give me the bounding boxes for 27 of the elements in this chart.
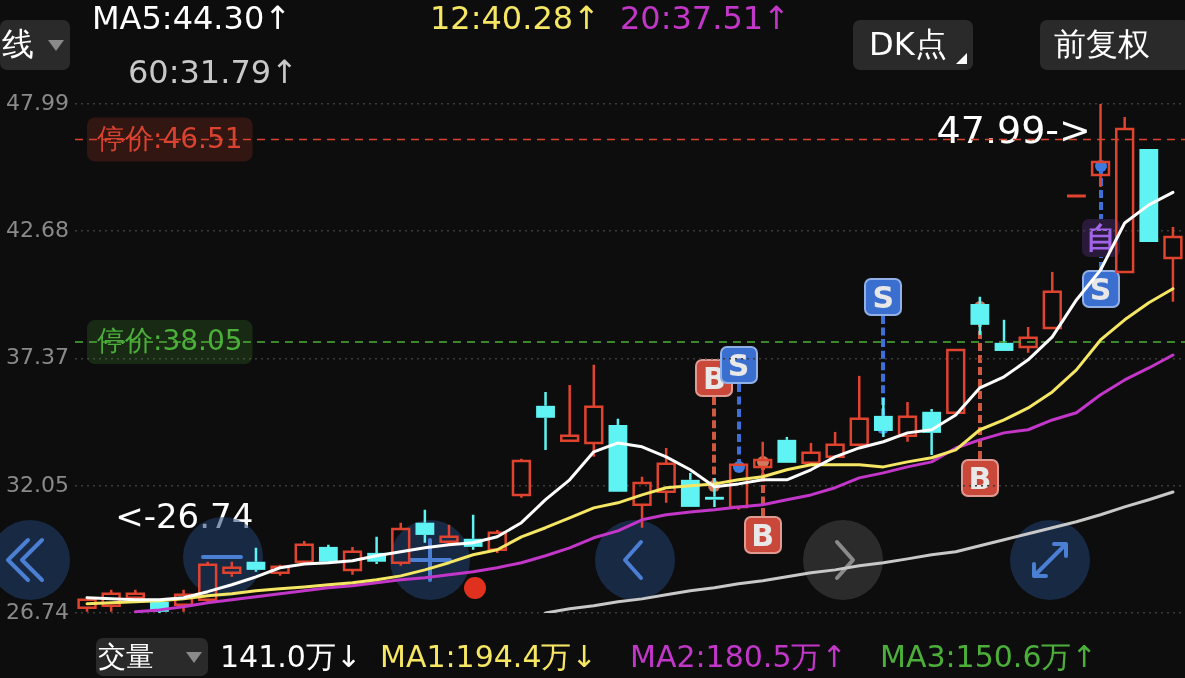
text: 141.0万↓ xyxy=(220,638,362,676)
text: MA3:150.6万↑ xyxy=(880,638,1097,676)
text: DK点 xyxy=(869,24,947,65)
ref-line-label: 停价:38.05 xyxy=(96,324,243,358)
annotation: <-26.74 xyxy=(115,496,254,536)
y-tick-label: 26.74 xyxy=(6,598,69,624)
y-tick-label: 37.37 xyxy=(6,344,69,370)
signal-badge: B xyxy=(743,456,782,554)
text: MA5:44.30↑ xyxy=(92,0,292,37)
text: 前复权 xyxy=(1054,24,1150,65)
annotation: S xyxy=(727,347,750,383)
text: 12:40.28↑ xyxy=(430,0,600,37)
text: MA1:194.4万↓ xyxy=(380,638,597,676)
y-tick-label: 32.05 xyxy=(6,471,69,497)
text: 线 xyxy=(2,24,34,65)
text: 20:37.51↑ xyxy=(620,0,790,37)
text: MA2:180.5万↑ xyxy=(630,638,847,676)
annotation: S xyxy=(864,278,903,316)
annotation: B xyxy=(743,516,782,554)
annotation: S xyxy=(1081,270,1120,308)
annotation: 47.99-> xyxy=(936,108,1091,152)
text: 交量 xyxy=(98,639,154,675)
annotation: B xyxy=(960,459,999,497)
y-tick-label: 42.68 xyxy=(6,216,69,242)
ref-line-label: 停价:46.51 xyxy=(96,121,243,155)
text: 60:31.79↑ xyxy=(128,53,298,91)
y-tick-label: 47.99 xyxy=(6,89,69,115)
